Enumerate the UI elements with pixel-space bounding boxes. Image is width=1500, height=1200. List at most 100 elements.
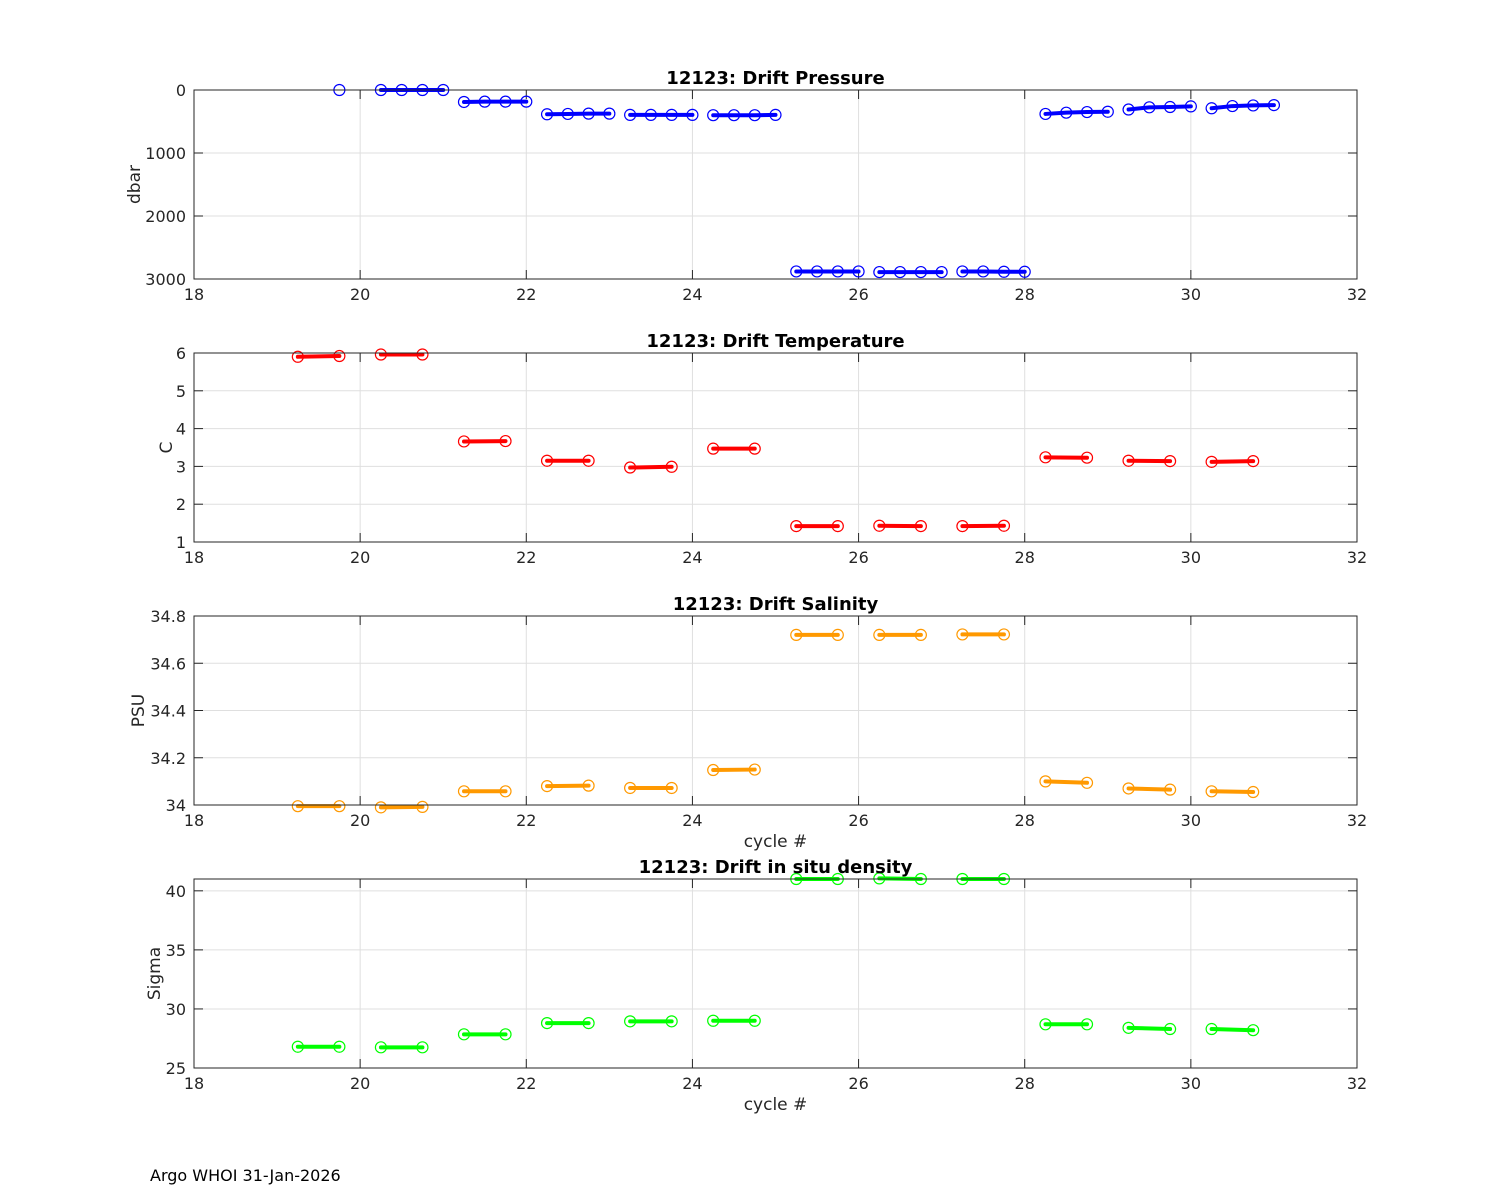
data-point — [499, 1028, 512, 1041]
data-point — [457, 95, 471, 109]
data-point — [956, 628, 969, 641]
data-line — [1209, 103, 1276, 111]
x-tick-label: 24 — [682, 548, 702, 567]
series-cycle-22 — [540, 1017, 595, 1030]
plot-area — [194, 90, 1357, 279]
series-cycle-24 — [707, 1014, 761, 1027]
data-point — [1205, 455, 1218, 468]
x-tick-label: 26 — [848, 811, 868, 830]
x-tick-label: 32 — [1347, 1074, 1367, 1093]
x-tick-label: 20 — [350, 548, 370, 567]
data-point — [1247, 1024, 1260, 1037]
data-point — [416, 348, 429, 361]
data-point — [935, 265, 948, 279]
data-point — [1205, 785, 1218, 798]
data-point — [1080, 451, 1094, 464]
series-cycle-23 — [624, 1015, 678, 1028]
data-point — [561, 107, 574, 121]
data-point — [1143, 101, 1156, 114]
series-cycle-22 — [540, 454, 595, 467]
data-point — [1205, 102, 1218, 115]
series-cycle-23 — [624, 108, 699, 121]
data-point — [416, 800, 429, 813]
data-point — [333, 349, 346, 363]
series-cycle-30 — [1205, 99, 1281, 115]
series-cycle-29 — [1122, 100, 1197, 116]
series-cycle-29 — [1122, 454, 1177, 468]
series-cycle-30 — [1205, 785, 1260, 799]
data-point — [707, 763, 720, 777]
series-cycle-20 — [374, 1041, 429, 1054]
plot-area — [194, 879, 1357, 1068]
data-point — [333, 1040, 346, 1053]
chart-title: 12123: Drift Pressure — [666, 68, 884, 89]
x-tick-label: 26 — [848, 285, 868, 304]
data-point — [499, 95, 512, 108]
data-point — [1039, 107, 1052, 121]
data-point — [540, 454, 554, 467]
x-tick-label: 20 — [350, 1074, 370, 1093]
data-point — [810, 265, 824, 278]
y-tick-label: 1 — [176, 533, 186, 552]
data-point — [1060, 106, 1073, 119]
data-point — [1226, 99, 1239, 113]
data-point — [707, 1014, 720, 1027]
data-point — [748, 1014, 761, 1027]
y-axis-label: C — [157, 442, 177, 454]
data-point — [291, 1040, 304, 1053]
data-point — [873, 265, 886, 279]
data-point — [624, 781, 637, 795]
data-point — [457, 435, 471, 448]
data-point — [582, 107, 595, 120]
series-cycle-25 — [790, 520, 844, 533]
data-point — [831, 628, 844, 642]
data-point — [374, 348, 388, 361]
y-tick-label: 1000 — [145, 144, 186, 163]
subplot-3: 18 20 22 24 26 28 30 32 34 34.2 34.4 34.6 34.8 12123:… — [129, 594, 1367, 852]
data-point — [914, 628, 927, 642]
y-tick-label: 34 — [166, 796, 186, 815]
series-cycle-28 — [1039, 1018, 1094, 1031]
series-cycle-25 — [790, 628, 844, 642]
series-cycle-21 — [457, 1028, 512, 1041]
data-point — [374, 1041, 388, 1054]
data-point — [665, 1015, 678, 1028]
series-cycle-28 — [1039, 451, 1094, 464]
data-point — [665, 781, 678, 795]
data-point — [997, 519, 1011, 532]
data-point — [914, 520, 927, 533]
y-tick-label: 0 — [176, 81, 186, 100]
data-point — [873, 519, 886, 532]
data-point — [291, 350, 304, 363]
data-point — [582, 779, 595, 792]
series-cycle-21 — [457, 785, 512, 798]
x-axis-label: cycle # — [744, 1095, 808, 1115]
data-point — [790, 265, 803, 278]
y-axis-label: Sigma — [145, 947, 165, 1000]
data-point — [457, 1028, 471, 1041]
x-tick-label: 22 — [516, 548, 536, 567]
data-point — [291, 800, 304, 813]
series-cycle-22 — [540, 779, 595, 793]
subplot-2: 18 20 22 24 26 28 30 32 1 2 3 4 5 6 12123: Drift Tempe… — [157, 331, 1367, 567]
data-point — [727, 109, 741, 122]
data-line — [1126, 786, 1173, 792]
data-point — [520, 95, 533, 108]
data-point — [707, 109, 720, 122]
x-tick-label: 30 — [1181, 548, 1201, 567]
series-cycle-28 — [1039, 775, 1094, 789]
data-point — [1039, 775, 1052, 788]
series-cycle-26 — [873, 519, 927, 533]
y-tick-label: 34.2 — [150, 749, 186, 768]
x-tick-label: 32 — [1347, 285, 1367, 304]
x-tick-label: 28 — [1015, 811, 1035, 830]
series-cycle-28 — [1039, 105, 1114, 121]
data-point — [873, 628, 886, 642]
y-tick-label: 3 — [176, 457, 186, 476]
x-tick-label: 26 — [848, 548, 868, 567]
data-point — [1163, 455, 1177, 468]
data-point — [1163, 1022, 1177, 1036]
x-tick-label: 24 — [682, 285, 702, 304]
y-tick-label: 4 — [176, 420, 186, 439]
series-cycle-29 — [1122, 1021, 1177, 1036]
